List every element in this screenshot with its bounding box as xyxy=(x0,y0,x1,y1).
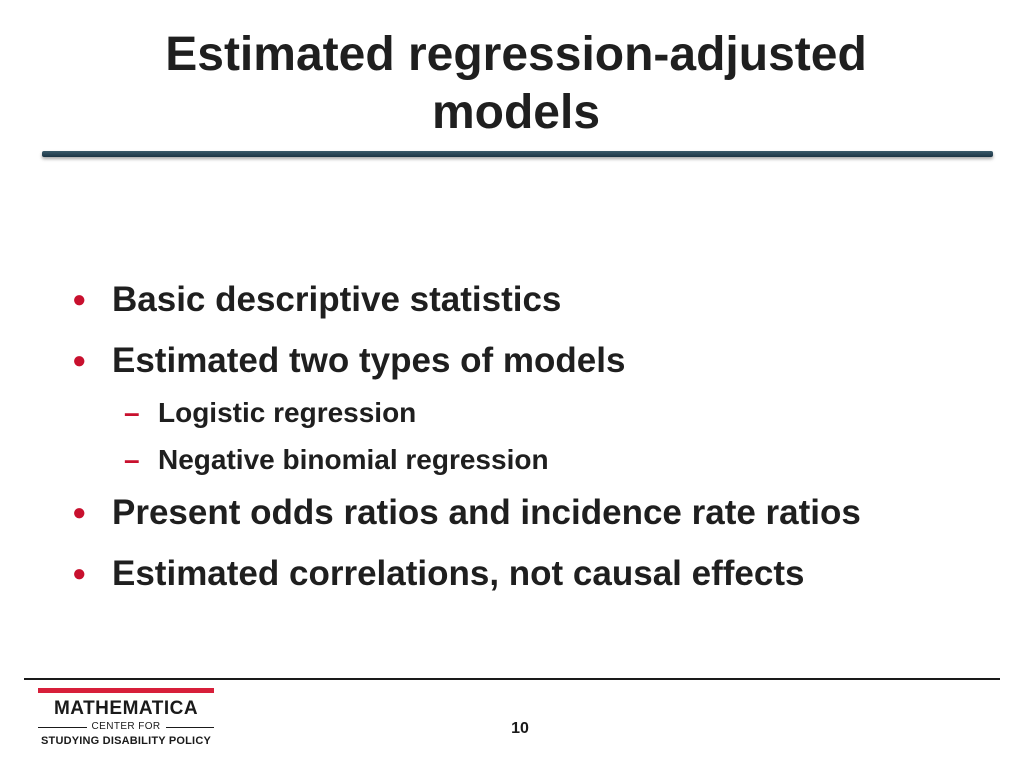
footer-divider xyxy=(24,678,1000,680)
logo-subtitle: CENTER FOR xyxy=(91,721,161,732)
bullet-dot-icon: ● xyxy=(72,347,87,374)
bullet-text: Basic descriptive statistics xyxy=(112,280,562,319)
logo-tagline: STUDYING DISABILITY POLICY xyxy=(40,735,211,747)
logo-rule-left xyxy=(38,726,87,728)
mathematica-logo: MATHEMATICA CENTER FOR STUDYING DISABILI… xyxy=(38,688,214,752)
bullet-dot-icon: ● xyxy=(72,560,87,587)
bullet-text: Estimated correlations, not causal effec… xyxy=(112,554,805,593)
bullet-dot-icon: ● xyxy=(72,286,87,313)
dash-icon: – xyxy=(124,397,140,428)
bullet-text: Present odds ratios and incidence rate r… xyxy=(112,493,861,532)
logo-subtitle-row: CENTER FOR xyxy=(38,721,214,733)
sub-bullet-text: Negative binomial regression xyxy=(158,444,549,475)
sub-bullet-text: Logistic regression xyxy=(158,397,417,428)
bullet-dot-icon: ● xyxy=(72,499,87,526)
slide-title-line-1: Estimated regression-adjusted xyxy=(165,28,867,81)
title-divider xyxy=(42,151,993,157)
slide-title-line-2: models xyxy=(431,86,601,139)
slide-title: Estimated regression-adjusted models xyxy=(40,26,992,142)
bullet-text: Estimated two types of models xyxy=(112,341,626,380)
logo-accent-bar xyxy=(38,688,214,693)
page-number: 10 xyxy=(511,720,529,737)
logo-wordmark: MATHEMATICA xyxy=(53,698,199,719)
bullet-list: ● Basic descriptive statistics ● Estimat… xyxy=(72,280,861,593)
dash-icon: – xyxy=(124,444,140,475)
logo-rule-right xyxy=(165,726,214,728)
